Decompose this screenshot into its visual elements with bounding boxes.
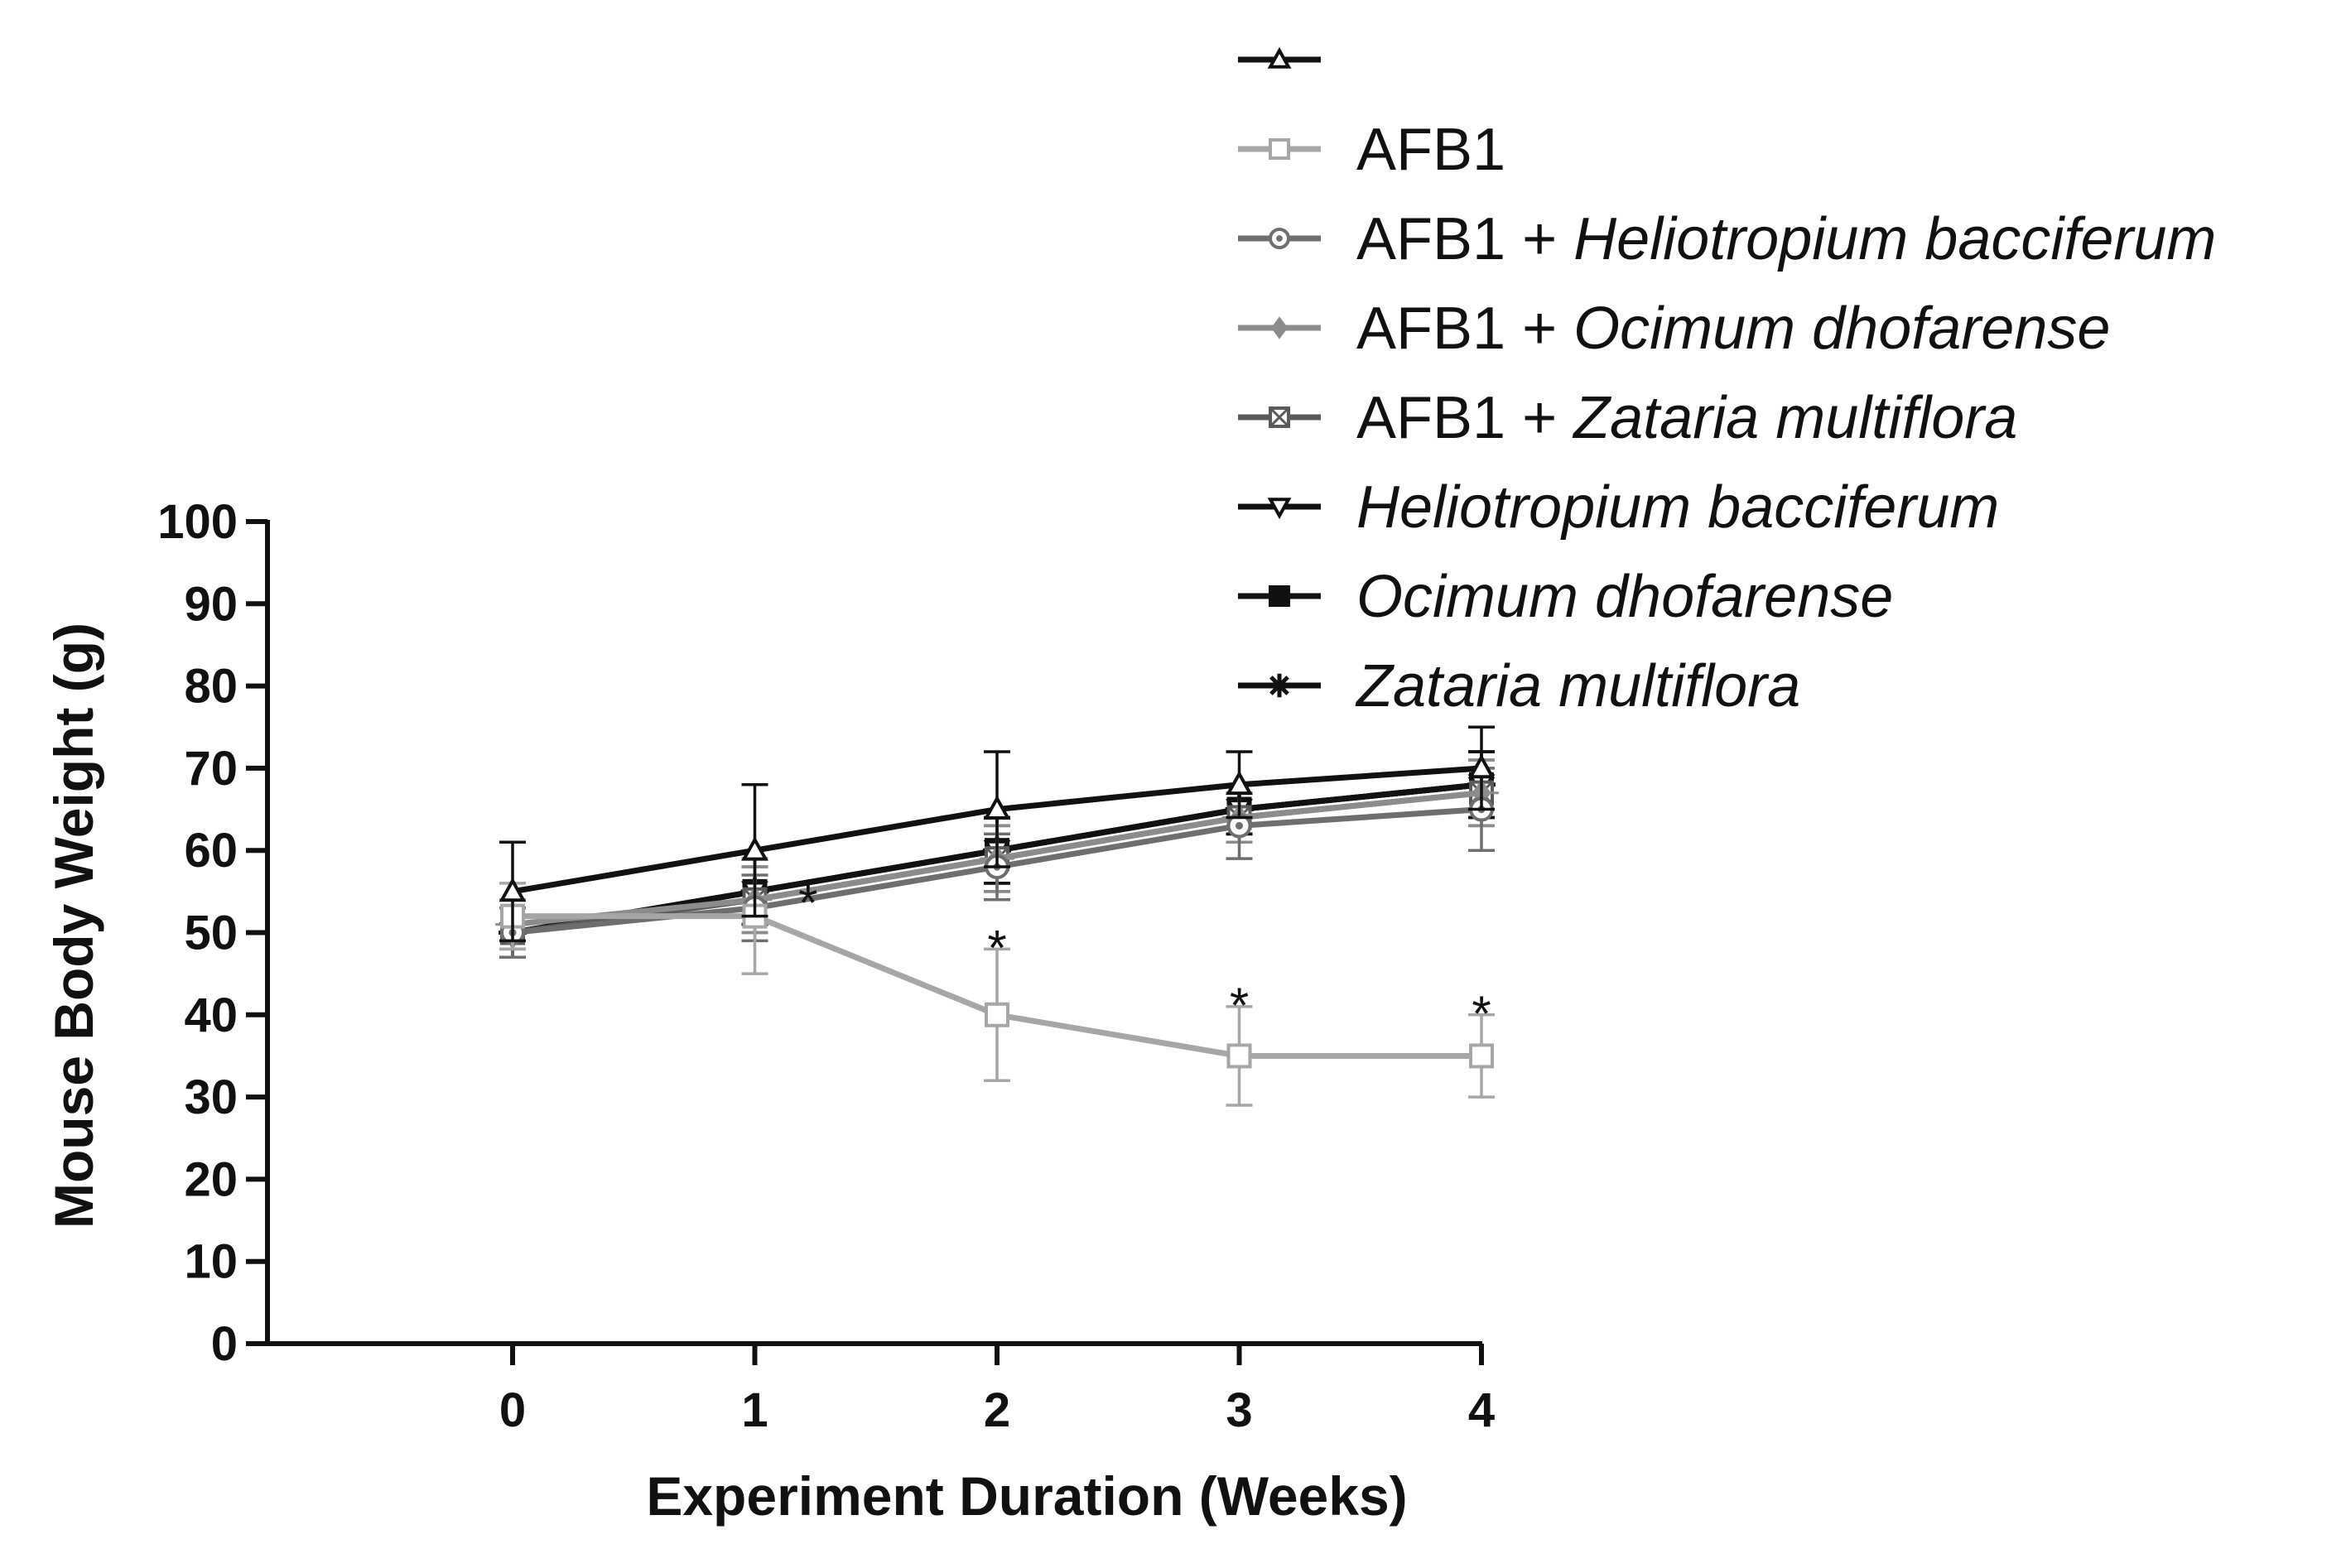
y-tick-label: 40: [184, 988, 238, 1042]
marker-square-open: [1269, 138, 1290, 160]
legend-label: AFB1 + Zataria multiflora: [1356, 385, 2017, 451]
series-layer: [495, 725, 1499, 1107]
legend: AFB1 AFB1 + Heliotropium bacciferum AFB1 +…: [1238, 46, 2216, 719]
significance-marker: *: [798, 875, 817, 931]
legend-label: AFB1 + Heliotropium bacciferum: [1356, 206, 2216, 272]
y-tick-label: 70: [184, 742, 238, 796]
marker-square-x: [1269, 406, 1290, 428]
marker-triangle-down: [1267, 498, 1292, 520]
legend-label: AFB1: [1356, 117, 1505, 183]
legend-item: Ocimum dhofarense: [1238, 564, 1893, 630]
legend-label: Zataria multiflora: [1355, 653, 1800, 719]
marker-triangle-up: [1267, 46, 1292, 69]
y-tick-label: 50: [184, 907, 238, 960]
y-tick-label: 60: [184, 824, 238, 878]
legend-item: Zataria multiflora: [1238, 653, 1800, 719]
legend-item: [1238, 46, 1321, 69]
legend-label: Heliotropium bacciferum: [1356, 474, 1999, 541]
y-tick-label: 30: [184, 1070, 238, 1124]
series-0: [499, 725, 1496, 943]
legend-label: AFB1 + Ocimum dhofarense: [1356, 296, 2110, 362]
x-tick-label: 3: [1226, 1383, 1252, 1437]
x-tick-label: 4: [1468, 1383, 1495, 1437]
annotation-layer: * * * *: [798, 875, 1491, 1041]
significance-marker: *: [1472, 986, 1491, 1041]
data-point: [1469, 1043, 1494, 1069]
data-point: [1226, 770, 1253, 796]
marker-square-filled: [1269, 585, 1290, 607]
y-axis-title: Mouse Body Weight (g): [43, 623, 104, 1229]
marker-circle-dot: [1269, 228, 1290, 249]
significance-marker: *: [1230, 978, 1249, 1033]
data-point: [983, 795, 1011, 820]
legend-item: AFB1: [1238, 117, 1505, 183]
significance-marker: *: [987, 920, 1006, 975]
data-point: [1467, 753, 1496, 779]
legend-item: AFB1 + Zataria multiflora: [1238, 385, 2017, 451]
x-tick-label: 2: [984, 1383, 1010, 1437]
y-tick-label: 0: [211, 1317, 238, 1371]
marker-diamond: [1265, 316, 1294, 339]
data-point: [985, 1002, 1009, 1027]
y-tick-label: 20: [184, 1152, 238, 1206]
x-axis-title: Experiment Duration (Weeks): [646, 1465, 1407, 1527]
data-point: [499, 877, 527, 902]
y-tick-label: 100: [157, 495, 238, 549]
y-tick-label: 80: [184, 660, 238, 714]
data-point: [1226, 1043, 1252, 1069]
axes: 0 10 20 30 40 50 60 70 80 90 100 0 1 2 3 4: [157, 495, 1495, 1437]
legend-item: Heliotropium bacciferum: [1238, 474, 1999, 541]
x-tick-label: 1: [741, 1383, 768, 1437]
legend-item: AFB1 + Heliotropium bacciferum: [1238, 206, 2216, 272]
y-tick-label: 90: [184, 577, 238, 631]
x-tick-label: 0: [499, 1383, 526, 1437]
y-tick-label: 10: [184, 1235, 238, 1289]
legend-item: AFB1 + Ocimum dhofarense: [1238, 296, 2110, 362]
legend-label: Ocimum dhofarense: [1356, 564, 1893, 630]
data-point: [741, 836, 768, 861]
marker-asterisk: [1267, 673, 1292, 698]
